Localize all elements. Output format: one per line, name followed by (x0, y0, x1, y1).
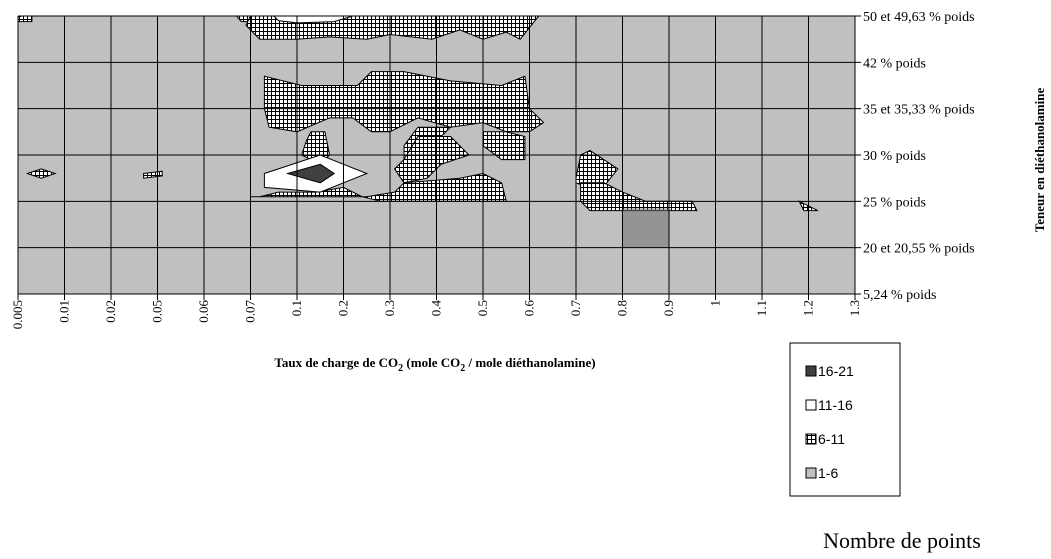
y-axis-title: Teneur en diéthanolamine (1032, 88, 1047, 233)
contour-region-dense (622, 208, 669, 248)
legend-label: 11-16 (818, 397, 853, 413)
x-tick-label: 0.02 (103, 300, 118, 323)
legend-item: 1-6 (805, 465, 838, 481)
contour-region-16-21 (285, 163, 336, 184)
contour-region-6-11 (17, 15, 33, 23)
legend-label: 16-21 (818, 363, 854, 379)
contour-region-6-11 (25, 168, 57, 179)
x-tick-label: 1 (708, 300, 723, 307)
x-tick-label: 0.3 (382, 300, 397, 316)
y-tick-label: 42 % poids (863, 56, 926, 71)
y-tick-label: 30 % poids (863, 149, 926, 164)
x-tick-label: 1.2 (801, 300, 816, 316)
x-tick-label: 0.5 (475, 300, 490, 316)
x-tick-label: 0.1 (289, 300, 304, 316)
legend-swatch (805, 365, 817, 377)
y-tick-label: 35 et 35,33 % poids (863, 103, 975, 118)
legend-title: Nombre de points (823, 528, 981, 553)
x-tick-label: 0.05 (150, 300, 165, 323)
x-axis-title: Taux de charge de CO2 (mole CO2 / mole d… (274, 355, 595, 374)
y-tick-label: 20 et 20,55 % poids (863, 242, 975, 257)
y-tick-label: 5,24 % poids (863, 288, 937, 303)
y-tick-label: 25 % poids (863, 195, 926, 210)
x-tick-label: 0.005 (10, 300, 25, 329)
x-tick-label: 0.06 (196, 300, 211, 323)
legend-item: 6-11 (805, 431, 845, 447)
legend-swatch (805, 433, 817, 445)
legend-swatch (805, 467, 817, 479)
x-tick-label: 1.3 (847, 300, 862, 316)
x-tick-label: 0.9 (661, 300, 676, 316)
legend-item: 16-21 (805, 363, 854, 379)
x-tick-label: 0.8 (615, 300, 630, 316)
legend: 16-21 11-16 6-11 1-6 (789, 342, 901, 497)
x-tick-label: 0.2 (336, 300, 351, 316)
legend-swatch (805, 399, 817, 411)
contour-regions (17, 15, 819, 248)
legend-label: 6-11 (818, 431, 845, 447)
x-tick-label: 0.6 (522, 300, 537, 317)
contour-region-6-11 (393, 136, 470, 184)
gridlines (17, 15, 861, 300)
x-tick-label: 1.1 (754, 300, 769, 316)
x-tick-label: 0.07 (243, 300, 258, 323)
legend-label: 1-6 (818, 465, 838, 481)
x-tick-label: 0.4 (429, 300, 444, 317)
legend-item: 11-16 (805, 397, 853, 413)
x-tick-label: 0.7 (568, 300, 583, 317)
x-tick-label: 0.01 (57, 300, 72, 323)
x-tick-labels: 0.005 0.01 0.02 0.05 0.06 0.07 0.1 0.2 0.3 0.4 0.5… (10, 300, 862, 330)
y-tick-label: 50 et 49,63 % poids (863, 10, 975, 25)
y-tick-labels: 5,24 % poids 20 et 20,55 % poids 25 % poid… (863, 10, 975, 303)
